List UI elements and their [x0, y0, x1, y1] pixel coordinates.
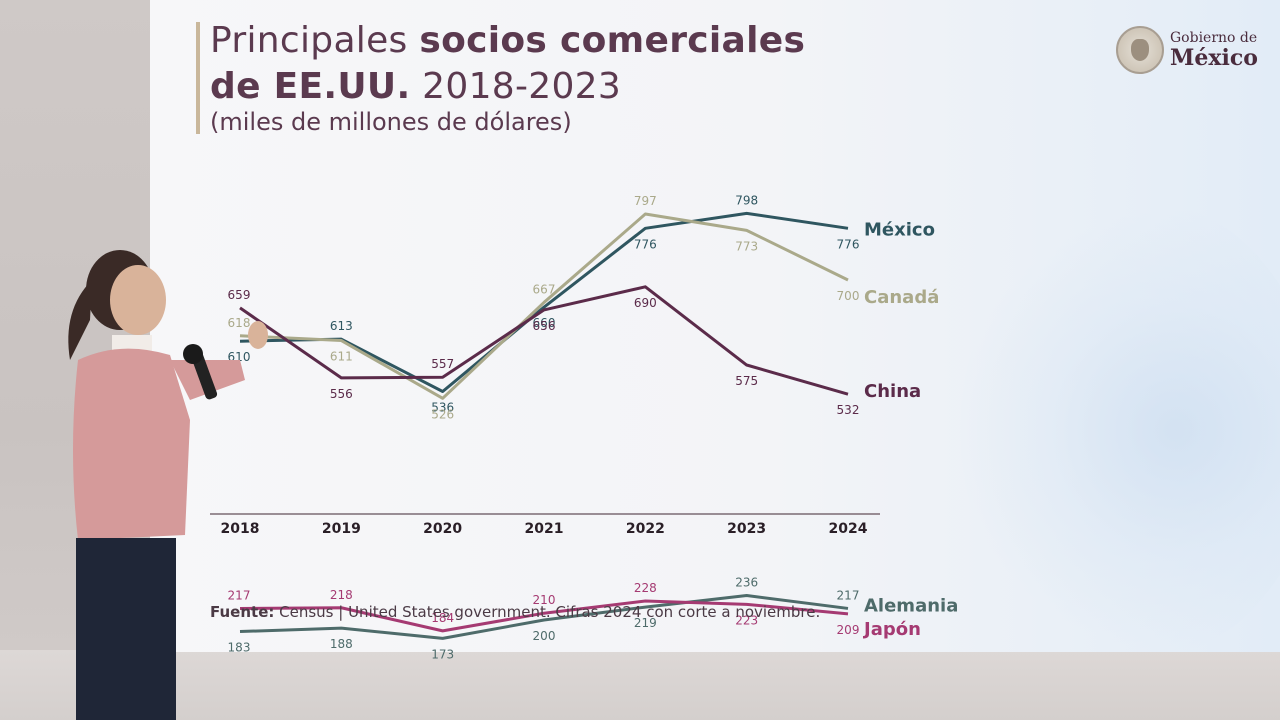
x-tick-label: 2024 [829, 521, 868, 537]
data-label: 200 [533, 629, 556, 643]
presenter-figure [68, 250, 268, 720]
slide-title: Principales socios comerciales de EE.UU.… [210, 18, 850, 110]
legend-label: China [864, 381, 921, 402]
data-label: 219 [634, 616, 657, 630]
data-label: 618 [228, 316, 251, 330]
data-label: 611 [330, 350, 353, 364]
title-part-3: de EE.UU. [210, 66, 411, 107]
stage-floor [0, 650, 1280, 720]
source-text: Census | United States government. Cifra… [274, 603, 821, 621]
logo-line-2: México [1170, 45, 1258, 71]
data-label: 656 [533, 319, 556, 333]
presenter-face [110, 265, 166, 335]
presenter-ponytail [68, 280, 92, 360]
series-line-japón [239, 599, 849, 633]
data-label: 575 [735, 374, 758, 388]
data-label: 557 [431, 357, 454, 371]
x-tick-label: 2022 [626, 521, 665, 537]
data-label: 798 [735, 193, 758, 207]
data-label: 660 [533, 316, 556, 330]
data-label: 773 [735, 239, 758, 253]
data-label: 223 [735, 613, 758, 627]
logo-line-1: Gobierno de [1170, 30, 1258, 46]
source-label: Fuente: [210, 603, 275, 621]
title-accent-bar [196, 22, 200, 134]
data-label: 556 [330, 387, 353, 401]
series-line-china [239, 285, 849, 396]
legend-label: Japón [862, 619, 921, 640]
title-part-1: Principales [210, 20, 420, 61]
data-label: 236 [735, 576, 758, 590]
title-part-2: socios comerciales [419, 20, 806, 61]
presenter-jacket [73, 348, 190, 540]
microphone-head [183, 344, 203, 364]
series-line-canadá [239, 212, 849, 400]
data-label: 217 [837, 588, 860, 602]
data-label: 536 [431, 401, 454, 415]
presenter-trousers [76, 538, 176, 720]
data-label: 797 [634, 194, 657, 208]
data-label: 700 [837, 289, 860, 303]
gobierno-logo: Gobierno de México [1116, 26, 1272, 76]
x-tick-label: 2019 [322, 521, 361, 537]
data-label: 667 [533, 282, 556, 296]
data-label: 183 [228, 641, 251, 655]
title-part-4: 2018-2023 [410, 66, 622, 107]
data-label: 659 [228, 288, 251, 302]
series-line-alemania [239, 594, 849, 640]
legend-label: México [864, 219, 935, 240]
data-label: 690 [634, 296, 657, 310]
presenter-hand [248, 321, 268, 349]
x-tick-label: 2021 [525, 521, 564, 537]
source-note: Fuente: Census | United States governmen… [210, 603, 820, 621]
x-tick-label: 2023 [727, 521, 766, 537]
legend-label: Alemania [864, 595, 958, 616]
data-label: 218 [330, 588, 353, 602]
data-label: 776 [837, 237, 860, 251]
slide-subtitle: (miles de millones de dólares) [210, 108, 572, 136]
data-label: 228 [634, 581, 657, 595]
data-label: 613 [330, 319, 353, 333]
data-label: 209 [837, 623, 860, 637]
data-label: 210 [533, 593, 556, 607]
data-label: 173 [431, 647, 454, 661]
x-tick-label: 2018 [221, 521, 260, 537]
data-label: 217 [228, 588, 251, 602]
data-label: 532 [837, 403, 860, 417]
decorative-pattern [960, 200, 1280, 652]
legend-label: Canadá [864, 287, 939, 308]
data-label: 776 [634, 237, 657, 251]
data-label: 526 [431, 407, 454, 421]
x-tick-label: 2020 [423, 521, 462, 537]
data-label: 188 [330, 637, 353, 651]
data-label: 184 [431, 611, 454, 625]
coat-of-arms-icon [1116, 26, 1164, 74]
presentation-screen [150, 0, 1280, 652]
